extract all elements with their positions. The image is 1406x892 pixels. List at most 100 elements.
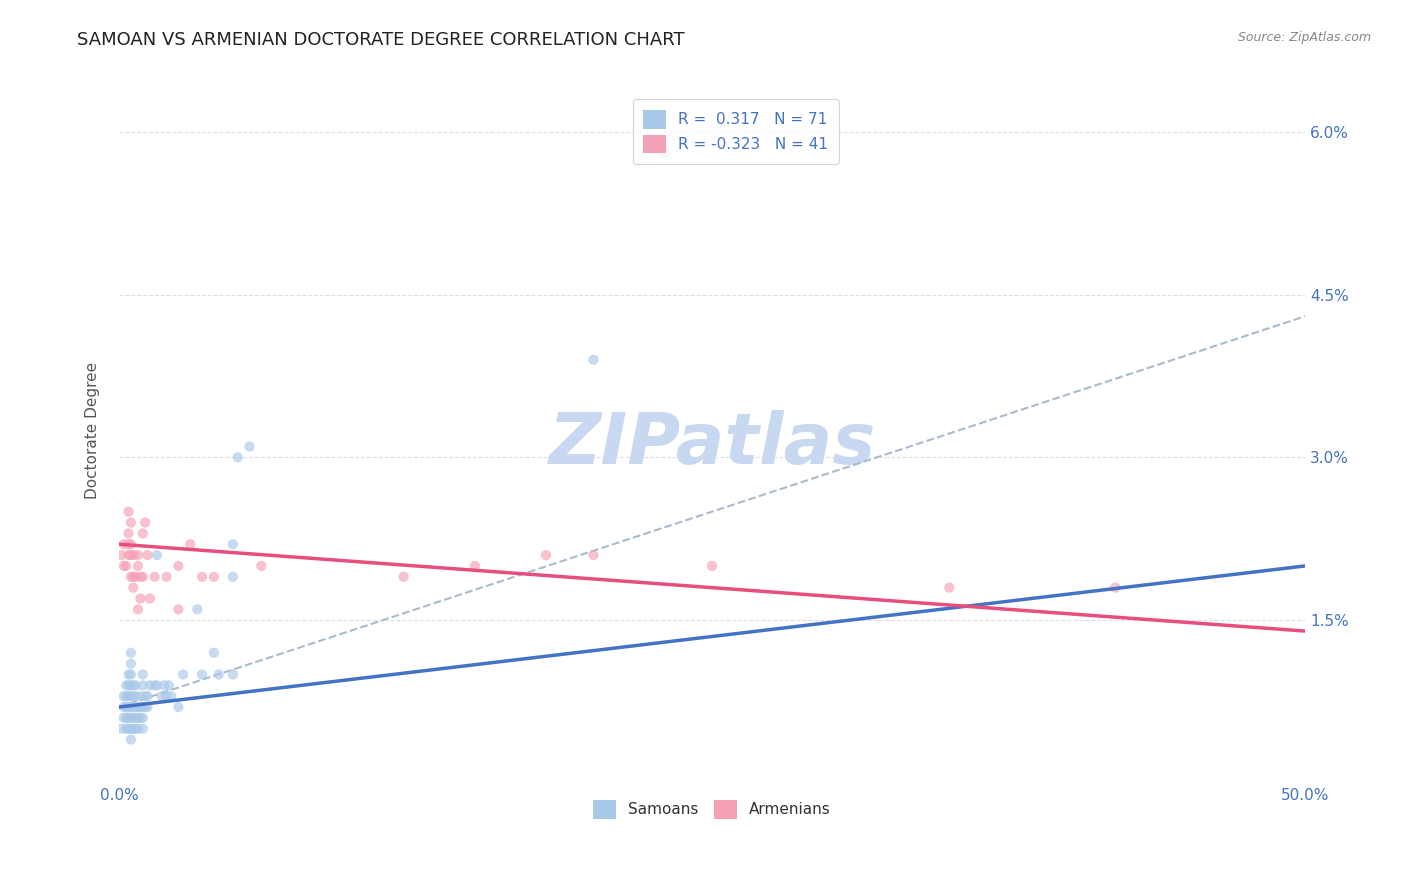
Y-axis label: Doctorate Degree: Doctorate Degree (86, 361, 100, 499)
Point (132, 722, 155, 736)
Point (120, 678, 142, 692)
Point (202, 570, 225, 584)
Point (132, 526, 155, 541)
Point (122, 548, 145, 562)
Point (157, 678, 180, 692)
Point (136, 548, 159, 562)
Point (238, 440, 260, 454)
Point (127, 722, 149, 736)
Point (117, 526, 139, 541)
Point (124, 700, 146, 714)
Point (534, 548, 557, 562)
Point (120, 711, 142, 725)
Point (1104, 581, 1126, 595)
Point (146, 548, 169, 562)
Point (222, 667, 245, 681)
Point (117, 667, 139, 681)
Point (117, 700, 139, 714)
Point (124, 689, 146, 703)
Point (136, 700, 159, 714)
Point (115, 711, 138, 725)
Point (122, 689, 145, 703)
Point (115, 558, 138, 573)
Point (132, 711, 155, 725)
Point (167, 700, 190, 714)
Point (167, 602, 190, 616)
Point (115, 689, 138, 703)
Point (120, 657, 142, 671)
Point (153, 678, 176, 692)
Point (120, 689, 142, 703)
Point (139, 678, 162, 692)
Point (129, 711, 152, 725)
Point (124, 678, 146, 692)
Point (129, 689, 152, 703)
Point (132, 678, 155, 692)
Point (179, 537, 201, 551)
Point (120, 700, 142, 714)
Point (129, 591, 152, 606)
Point (122, 581, 145, 595)
Point (120, 732, 142, 747)
Point (155, 570, 177, 584)
Point (124, 711, 146, 725)
Point (700, 558, 723, 573)
Point (132, 570, 155, 584)
Point (146, 678, 169, 692)
Point (127, 548, 149, 562)
Point (112, 689, 135, 703)
Point (392, 570, 415, 584)
Point (115, 722, 138, 736)
Point (208, 667, 231, 681)
Point (222, 537, 245, 551)
Legend: Samoans, Armenians: Samoans, Armenians (588, 794, 837, 825)
Point (132, 667, 155, 681)
Point (654, 146, 676, 161)
Point (134, 689, 156, 703)
Point (143, 678, 166, 692)
Point (155, 689, 177, 703)
Point (127, 602, 149, 616)
Point (127, 700, 149, 714)
Text: ZIPatlas: ZIPatlas (548, 409, 876, 479)
Point (117, 678, 139, 692)
Point (117, 537, 139, 551)
Point (464, 558, 486, 573)
Point (143, 570, 166, 584)
Point (112, 537, 135, 551)
Point (122, 711, 145, 725)
Point (136, 689, 159, 703)
Point (172, 667, 194, 681)
Point (120, 722, 142, 736)
Point (112, 558, 135, 573)
Point (202, 646, 225, 660)
Point (127, 711, 149, 725)
Point (122, 700, 145, 714)
Point (124, 570, 146, 584)
Point (191, 570, 214, 584)
Point (160, 689, 183, 703)
Point (120, 516, 142, 530)
Text: SAMOAN VS ARMENIAN DOCTORATE DEGREE CORRELATION CHART: SAMOAN VS ARMENIAN DOCTORATE DEGREE CORR… (77, 31, 685, 49)
Point (112, 700, 135, 714)
Point (134, 516, 156, 530)
Point (226, 450, 249, 465)
Point (110, 722, 132, 736)
Point (120, 570, 142, 584)
Point (124, 722, 146, 736)
Point (122, 570, 145, 584)
Point (117, 505, 139, 519)
Point (132, 700, 155, 714)
Point (122, 678, 145, 692)
Point (112, 711, 135, 725)
Point (117, 711, 139, 725)
Point (127, 558, 149, 573)
Point (117, 548, 139, 562)
Point (120, 646, 142, 660)
Point (115, 678, 138, 692)
Point (186, 602, 208, 616)
Point (139, 591, 162, 606)
Point (167, 558, 190, 573)
Point (122, 722, 145, 736)
Point (150, 689, 173, 703)
